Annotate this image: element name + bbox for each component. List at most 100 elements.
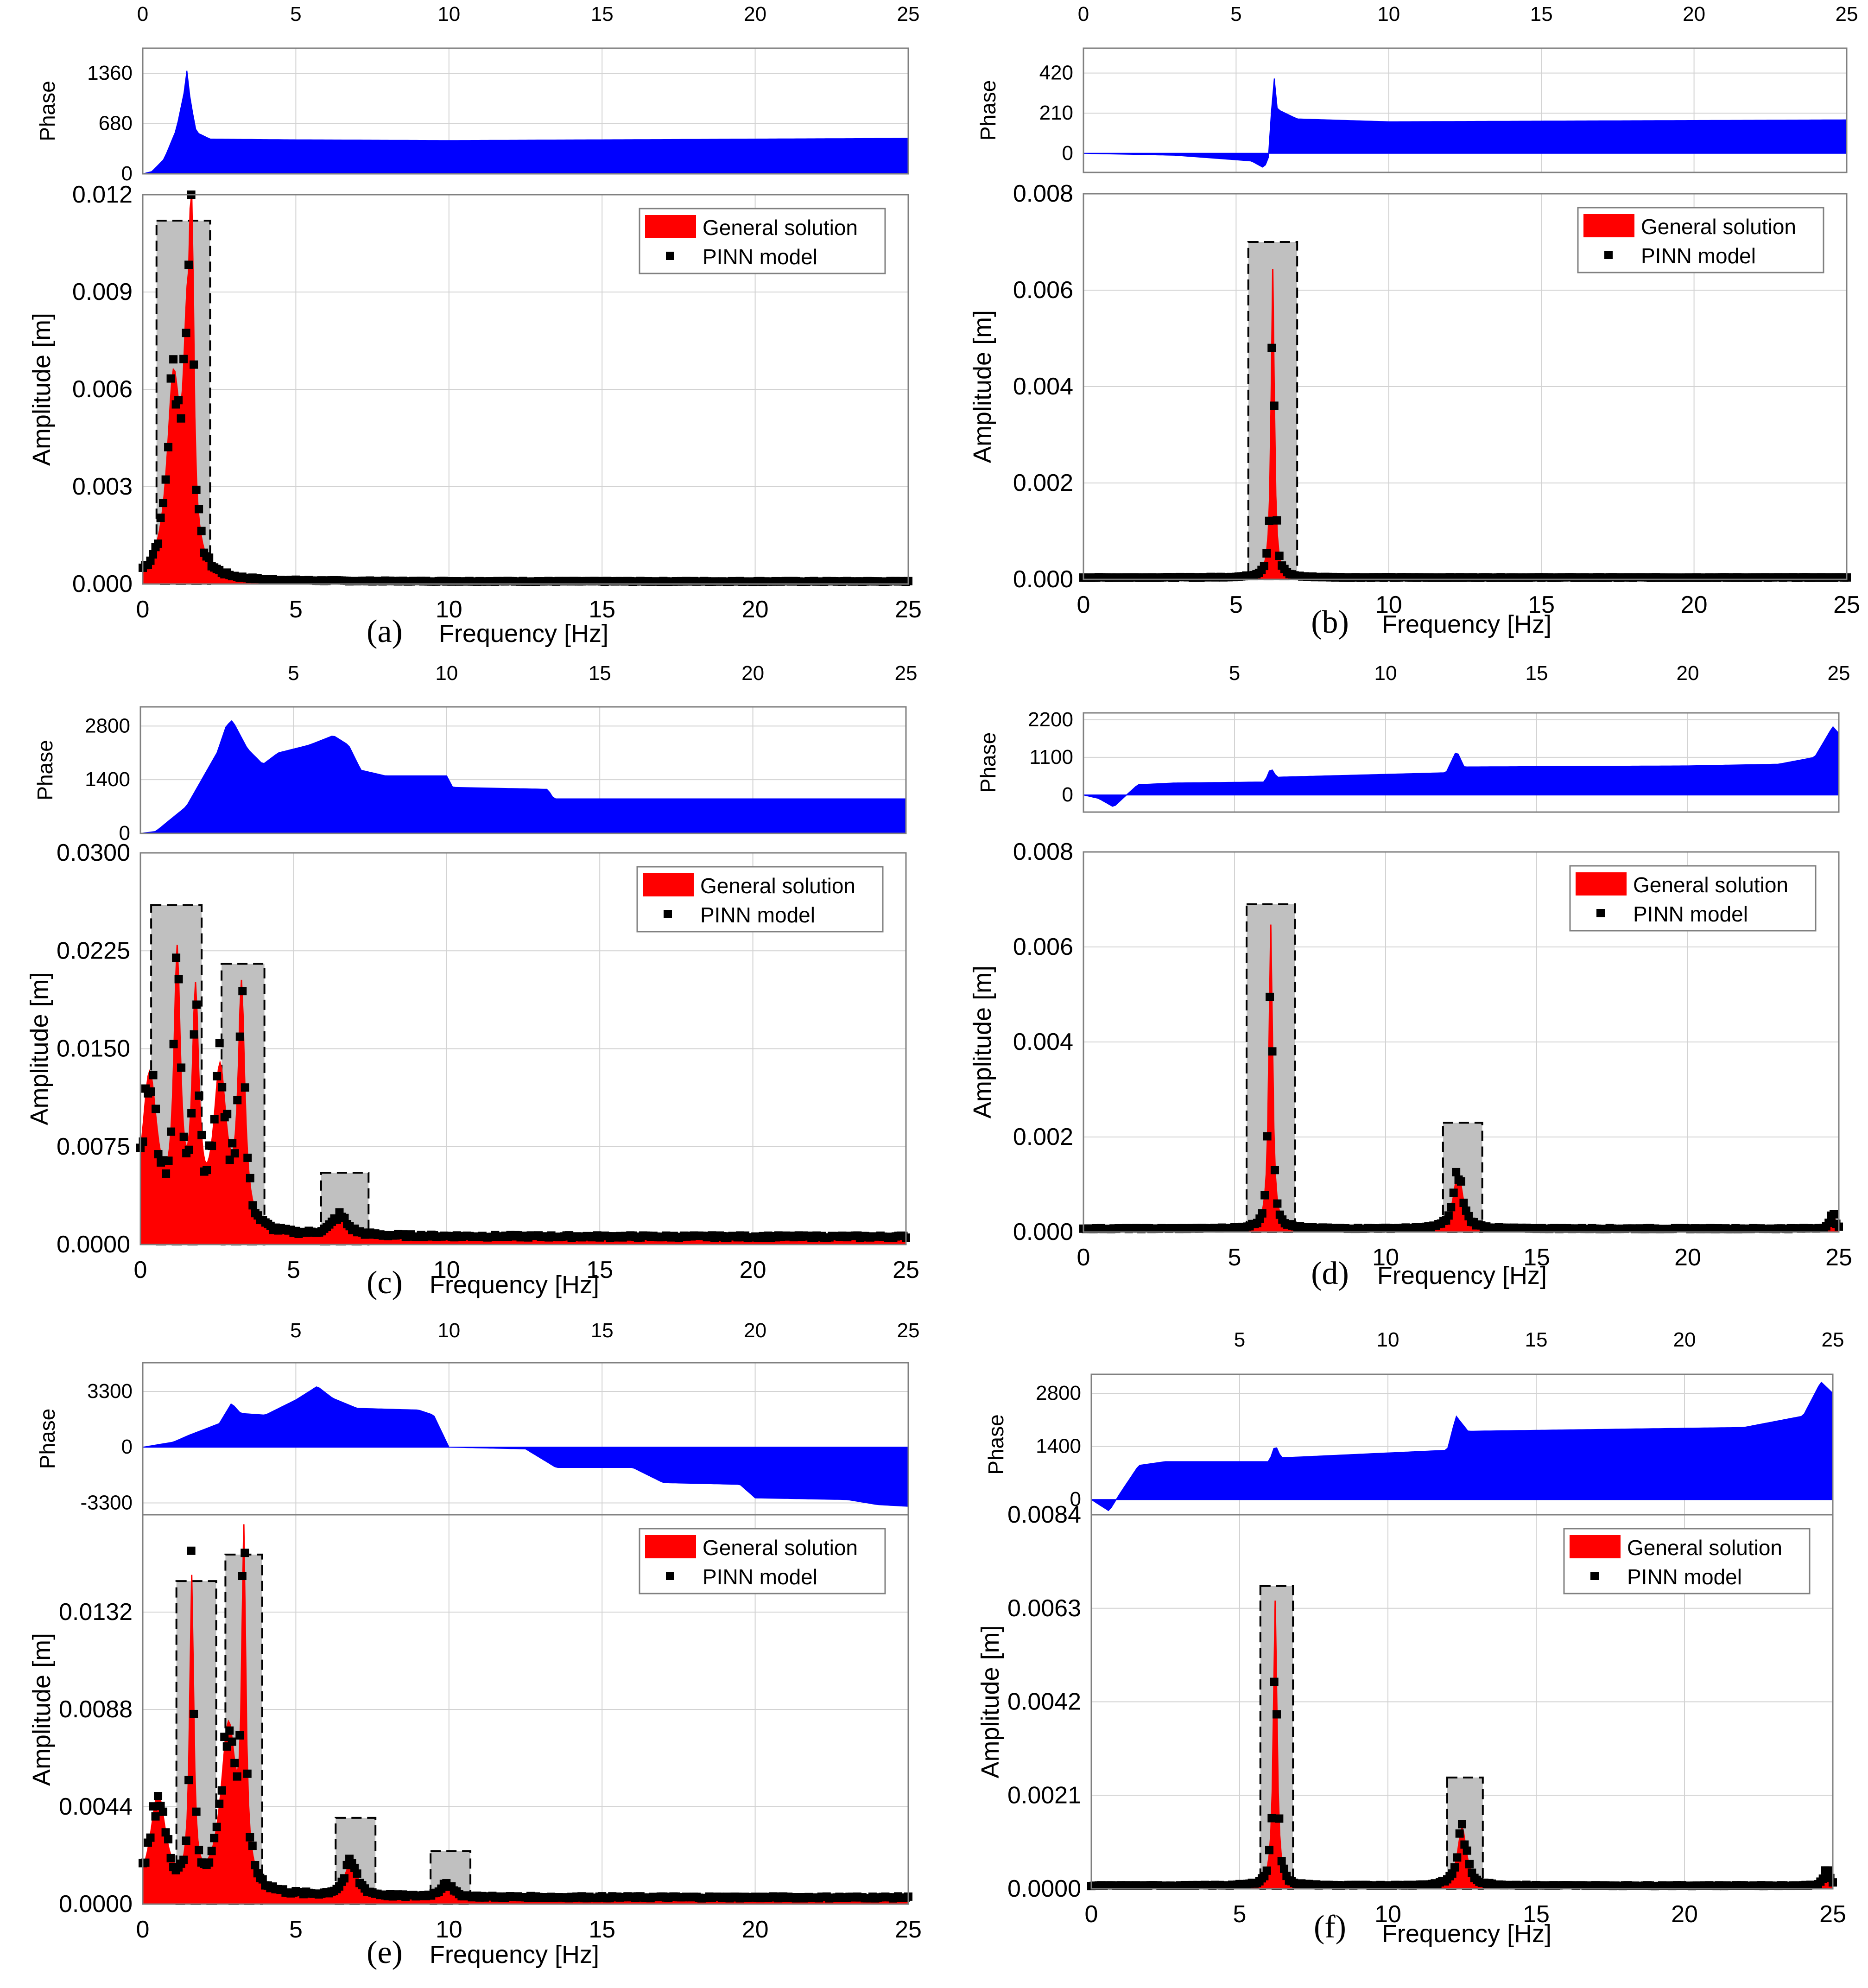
pinn-point xyxy=(164,443,173,451)
y-axis-label: Amplitude [m] xyxy=(28,313,56,466)
pinn-point xyxy=(179,355,188,363)
legend: General solution PINN model xyxy=(1563,1528,1811,1594)
amplitude-frame xyxy=(142,194,909,585)
phase-y-tick-label: 0 xyxy=(1062,142,1073,165)
pinn-point xyxy=(230,1149,239,1158)
pinn-point xyxy=(166,374,175,383)
pinn-point xyxy=(149,1071,158,1080)
phase-plot-c: 0 1400 2800 Phase 5 10 15 20 25 xyxy=(33,662,917,845)
pinn-point xyxy=(190,360,198,369)
pinn-point xyxy=(192,1000,201,1009)
phase-y-tick-label: 2800 xyxy=(1036,1382,1081,1404)
phase-series xyxy=(1083,726,1839,807)
y-tick-label: 0.004 xyxy=(1013,1029,1073,1055)
pinn-model-series xyxy=(139,1546,912,1903)
pinn-point xyxy=(182,1836,190,1845)
x-tick-label: 10 xyxy=(436,1916,462,1943)
phase-plot-d: 0 1100 2200 Phase 5 10 15 20 25 xyxy=(976,662,1850,813)
top-x-tick-label: 15 xyxy=(591,1319,614,1342)
phase-y-tick-label: 3300 xyxy=(87,1380,133,1403)
pinn-point xyxy=(233,1772,241,1781)
pinn-point xyxy=(241,1083,249,1092)
legend-swatch-general xyxy=(645,1535,696,1558)
pinn-point xyxy=(159,1807,168,1816)
phase-plot-e: -3300 0 3300 Phase 5 10 15 20 25 xyxy=(35,1319,919,1516)
pinn-point xyxy=(248,1201,257,1210)
legend: General solution PINN model xyxy=(1577,207,1824,273)
pinn-point xyxy=(174,975,183,984)
pinn-point xyxy=(1277,1857,1286,1866)
panel-label: (d) xyxy=(1311,1256,1349,1291)
phase-y-tick-label: 680 xyxy=(99,112,133,135)
pinn-point xyxy=(184,260,193,269)
pinn-point xyxy=(1263,1132,1272,1141)
pinn-point xyxy=(179,1132,188,1141)
top-x-tick-label: 10 xyxy=(437,1319,460,1342)
pinn-point xyxy=(1444,1211,1453,1220)
pinn-point xyxy=(1824,1219,1833,1227)
top-x-tick-label: 10 xyxy=(435,662,458,685)
phase-y-tick-label: -3300 xyxy=(80,1491,133,1514)
legend-swatch-general xyxy=(643,873,694,896)
y-tick-label: 0.0021 xyxy=(1007,1782,1081,1809)
amplitude-frame xyxy=(1083,851,1840,1233)
x-tick-label: 20 xyxy=(1671,1901,1698,1928)
phase-frame xyxy=(139,706,907,834)
x-axis-label: Frequency [Hz] xyxy=(1382,610,1551,638)
pinn-point xyxy=(223,1110,232,1118)
pinn-model-series xyxy=(1079,992,1843,1233)
y-tick-label: 0.0075 xyxy=(57,1133,130,1160)
top-x-tick-label: 10 xyxy=(1377,3,1400,25)
pinn-point xyxy=(154,539,163,548)
pinn-point xyxy=(174,396,183,405)
pinn-point xyxy=(248,1842,257,1850)
legend: General solution PINN model xyxy=(636,866,884,933)
y-tick-label: 0.000 xyxy=(1013,1219,1073,1245)
pinn-point xyxy=(233,1096,242,1105)
pinn-point xyxy=(164,1156,173,1165)
legend-label-general: General solution xyxy=(703,1536,858,1560)
x-tick-label: 15 xyxy=(1528,591,1555,618)
x-axis-label: Frequency [Hz] xyxy=(430,1271,599,1299)
top-x-tick-label: 20 xyxy=(741,662,764,685)
pinn-point xyxy=(1455,1829,1464,1838)
y-tick-label: 0.012 xyxy=(72,181,133,208)
y-tick-label: 0.0088 xyxy=(59,1696,133,1723)
phase-frame xyxy=(1083,47,1848,173)
top-x-tick-label: 15 xyxy=(589,662,611,685)
legend-marker-pinn xyxy=(1590,1572,1599,1580)
pinn-point xyxy=(210,1834,219,1842)
phase-axis-label: Phase xyxy=(35,1409,59,1469)
top-x-tick-label: 25 xyxy=(897,3,920,25)
pinn-point xyxy=(197,1131,206,1139)
top-x-tick-label: 10 xyxy=(1374,662,1397,685)
panel-label: (e) xyxy=(367,1935,403,1970)
phase-plot-a: 0 680 1360 Phase 0 5 10 15 20 25 xyxy=(35,3,919,185)
panel-f: 0 1400 2800 Phase 5 10 15 20 25 0.0000 0.0021 0.004… xyxy=(976,1328,1846,1948)
phase-y-tick-label: 1400 xyxy=(85,768,130,791)
x-tick-label: 20 xyxy=(742,1916,769,1943)
amplitude-frame xyxy=(139,852,907,1245)
pinn-point xyxy=(195,1846,203,1855)
top-x-tick-label: 25 xyxy=(1828,662,1850,685)
pinn-point xyxy=(1275,1814,1284,1823)
pinn-point xyxy=(353,1869,361,1878)
pinn-point xyxy=(203,1166,211,1175)
legend: General solution PINN model xyxy=(639,1528,886,1594)
pinn-point xyxy=(177,1063,186,1072)
y-tick-label: 0.002 xyxy=(1013,470,1073,496)
x-tick-label: 10 xyxy=(433,1257,460,1283)
top-x-tick-label: 20 xyxy=(1677,662,1699,685)
x-tick-label: 0 xyxy=(134,1257,147,1283)
panel-label: (a) xyxy=(367,614,403,649)
legend-marker-pinn xyxy=(1604,251,1613,259)
x-tick-label: 15 xyxy=(1523,1244,1550,1271)
y-tick-label: 0.0132 xyxy=(59,1599,133,1626)
top-x-tick-label: 25 xyxy=(1822,1328,1844,1351)
pinn-point xyxy=(1457,1177,1465,1186)
x-tick-label: 0 xyxy=(1077,591,1090,618)
amplitude-frame xyxy=(1090,1514,1834,1890)
pinn-point xyxy=(1265,1846,1273,1855)
phase-y-tick-label: 210 xyxy=(1039,102,1073,124)
